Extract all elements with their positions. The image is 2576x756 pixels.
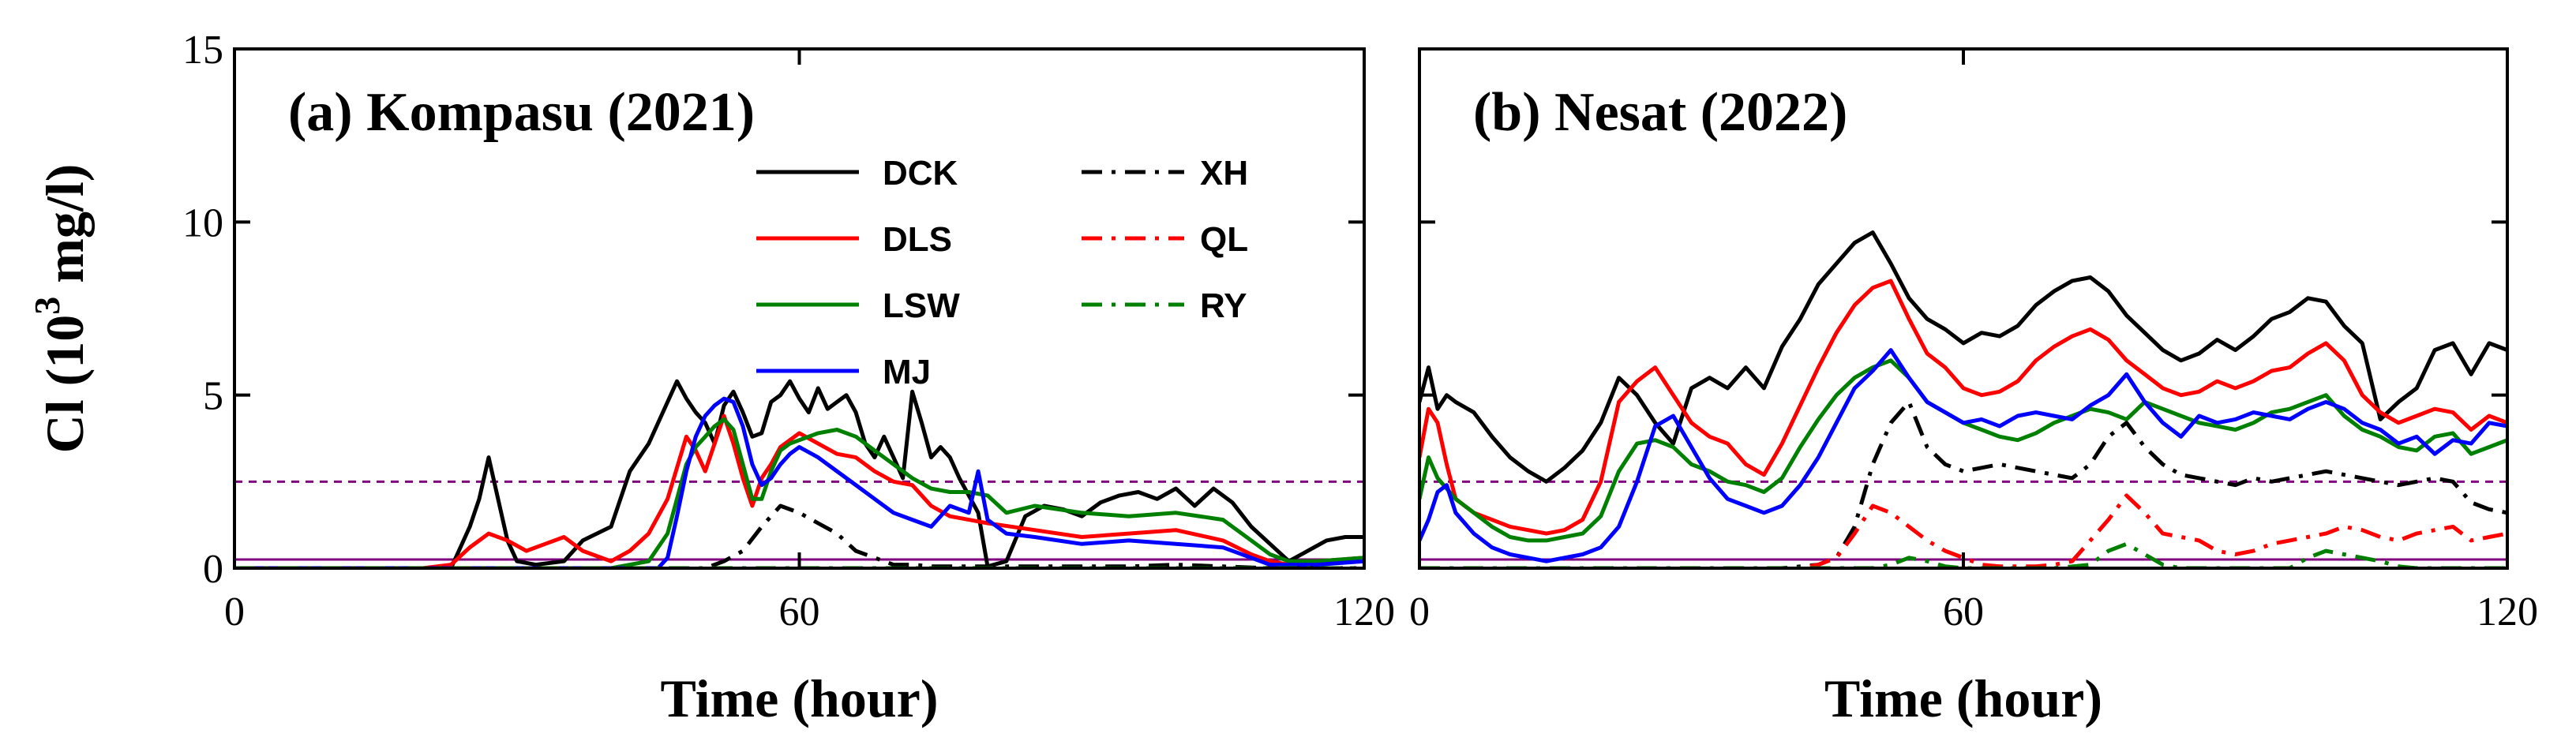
legend-label-mj: MJ (883, 353, 931, 391)
legend-label-lsw: LSW (883, 286, 960, 325)
x-tick-label: 60 (1943, 589, 1984, 634)
x-tick-label: 0 (1409, 589, 1430, 634)
series-line-dck (234, 379, 1364, 568)
legend-label-ry: RY (1200, 286, 1247, 325)
panel-b: 0 60 120 (b) Nesat (2022) Time (hour) (1409, 47, 2538, 728)
y-tick-label: 10 (182, 200, 223, 245)
x-tick-label: 120 (1333, 589, 1395, 634)
y-tick-label: 5 (203, 374, 223, 419)
x-tick-label: 120 (2477, 589, 2538, 634)
x-tick-label: 60 (779, 589, 820, 634)
series-line-lsw (234, 417, 1364, 568)
y-tick-label: 15 (182, 28, 223, 73)
legend: DCK DLS LSW MJ XH QL RY (756, 154, 1248, 391)
series-line-mj (234, 396, 1364, 568)
series-line-xh (1419, 399, 2507, 568)
panel-title: (b) Nesat (2022) (1473, 82, 1847, 143)
legend-label-ql: QL (1200, 220, 1248, 259)
x-axis-title: Time (hour) (661, 668, 939, 728)
x-tick-label: 0 (224, 589, 245, 634)
series-line-dck (1419, 230, 2507, 484)
series-line-mj (1419, 348, 2507, 563)
series-line-dls (1419, 279, 2507, 536)
x-axis-title: Time (hour) (1824, 668, 2102, 728)
legend-label-xh: XH (1200, 154, 1248, 193)
y-axis-title: Cl (103 mg/l) (27, 164, 95, 454)
panel-a: 0 5 10 15 0 60 120 (a) Kompasu (2021) Time (hour… (27, 28, 1395, 728)
legend-label-dck: DCK (883, 154, 958, 193)
legend-label-dls: DLS (883, 220, 952, 259)
series-line-dls (234, 414, 1364, 568)
panel-title: (a) Kompasu (2021) (288, 82, 755, 143)
y-tick-label: 0 (203, 547, 223, 592)
series-line-ry (1419, 541, 2507, 568)
